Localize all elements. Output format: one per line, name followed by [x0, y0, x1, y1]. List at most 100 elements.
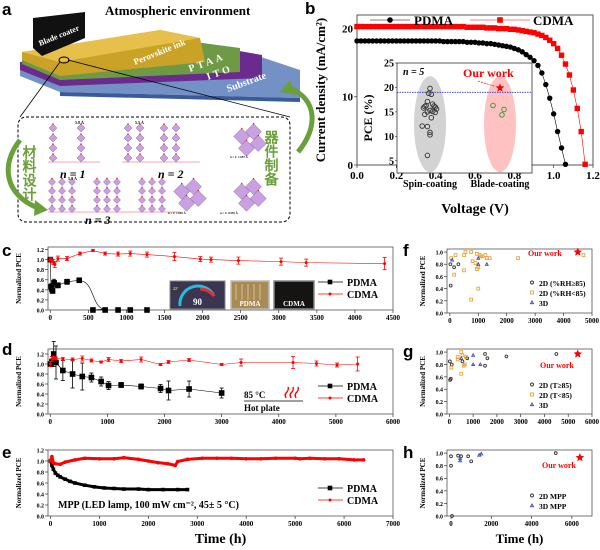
data-point-spin-coating: [425, 90, 432, 97]
data-point-pdma: [358, 38, 364, 44]
data-point-cdma: [539, 32, 545, 39]
mpp-annotation: MPP (LED lamp, 100 mW cm⁻², 45± 5 °C): [58, 500, 239, 511]
schematic-title: Atmospheric environment: [105, 3, 251, 18]
y-tick-label: 0.2: [436, 502, 443, 508]
octahedron-icon: [58, 178, 66, 186]
pdma-photo: [230, 280, 270, 310]
data-point-2d-rh-85-: [483, 253, 488, 257]
octahedron-icon: [76, 123, 86, 133]
structure-label-n1: n = 1: [60, 167, 86, 181]
data-point-cdma: [356, 362, 360, 366]
data-point-pdma: [112, 486, 116, 491]
atom-icon: [163, 143, 165, 145]
y-tick-label: 0.8: [37, 372, 44, 378]
octahedron-icon: [48, 187, 56, 195]
atom-icon: [52, 143, 54, 145]
legend-marker-2: [529, 300, 535, 305]
data-point-spin-coating: [424, 152, 431, 159]
octahedron-icon: [135, 123, 145, 133]
data-point-3d: [459, 355, 464, 360]
atom-icon: [61, 195, 63, 198]
data-point-cdma: [236, 259, 240, 263]
octahedron-icon: [123, 133, 133, 143]
data-point-pdma: [58, 475, 63, 479]
data-point-cdma: [574, 105, 580, 112]
data-point-cdma: [322, 457, 327, 461]
data-point-cdma: [63, 460, 67, 464]
data-point-pdma: [136, 487, 141, 491]
data-point-cdma: [50, 454, 54, 459]
gauge-temp: 22°: [173, 286, 179, 291]
data-point-cdma: [209, 258, 213, 262]
data-point-pdma: [218, 390, 225, 396]
data-point-blade-coating: [499, 112, 505, 118]
x-tick-label: 2000: [141, 520, 156, 528]
x-tick-label: 3000: [215, 418, 230, 426]
cdma-photo-label: CDMA: [283, 300, 305, 308]
data-point-2d-mpp: [553, 451, 558, 455]
atom-icon: [127, 123, 129, 125]
octahedron-icon: [171, 143, 181, 153]
data-point-cdma: [337, 457, 341, 461]
data-point-pdma: [421, 38, 427, 44]
octahedron-icon: [148, 178, 156, 186]
data-point-our-work: [575, 453, 585, 462]
x-tick-label: 0: [449, 520, 453, 528]
octahedron-icon: [48, 133, 58, 143]
data-point-cdma: [393, 23, 400, 30]
atom-icon: [61, 177, 63, 180]
data-point-pdma: [157, 385, 164, 392]
legend: 2D (%RH≥85)2D (%RH<85)3D: [529, 279, 586, 308]
atom-icon: [51, 195, 53, 198]
octahedron-icon: [158, 205, 166, 213]
data-point-cdma: [273, 456, 278, 461]
data-point-pdma: [165, 387, 172, 394]
data-point-2d-mpp: [466, 454, 470, 459]
gauge-arc-red-icon: [199, 287, 216, 298]
atom-icon: [52, 153, 54, 155]
data-point-pdma: [90, 307, 96, 313]
x-tick-label: 3000: [514, 418, 529, 426]
x-axis-label: Time (h): [496, 531, 544, 546]
octahedron-icon: [245, 178, 262, 195]
y-tick-label: 0.4: [436, 489, 443, 495]
x-tick-label: 0: [49, 314, 53, 322]
data-point-pdma: [366, 38, 372, 44]
data-point-2d-rh-85-: [453, 253, 458, 257]
data-point-pdma: [393, 38, 400, 44]
data-point-2d-rh-85-: [581, 253, 586, 257]
data-point-cdma: [554, 45, 561, 52]
data-point-cdma: [432, 23, 439, 30]
data-point-spin-coating: [422, 103, 428, 110]
y-axis-label: Normalized PCE: [419, 356, 427, 407]
x-tick-label: 4000: [557, 317, 572, 325]
x-tick-label: 1000: [92, 520, 107, 528]
octahedron-icon: [103, 205, 111, 213]
atom-icon: [71, 204, 73, 207]
data-point-2d-t-85-: [448, 376, 453, 381]
octahedron-icon: [190, 190, 207, 207]
x-tick-label: 0.0: [350, 170, 364, 182]
data-point-cdma: [279, 260, 283, 264]
y-axis-label: Normalized PCE: [419, 457, 427, 508]
data-point-cdma: [425, 23, 431, 30]
data-point-cdma: [409, 23, 415, 30]
data-point-pdma: [377, 38, 384, 44]
inset-category-spin: Spin-coating: [403, 179, 457, 190]
data-point-2d-mpp: [449, 463, 453, 468]
atom-icon: [96, 204, 98, 207]
x-tick-label: 2000: [196, 314, 211, 322]
data-point-pdma: [122, 487, 126, 491]
atom-icon: [163, 133, 165, 135]
x-tick-label: 4000: [348, 314, 363, 322]
octahedron-icon: [185, 178, 202, 195]
data-point-pdma: [370, 38, 376, 44]
data-point-pdma: [373, 38, 380, 44]
octahedron-icon: [103, 187, 111, 195]
octahedron-icon: [113, 178, 121, 186]
x-tick-label: 0: [448, 317, 452, 325]
octahedron-icon: [48, 153, 58, 163]
x-tick-label: 5000: [585, 317, 600, 325]
